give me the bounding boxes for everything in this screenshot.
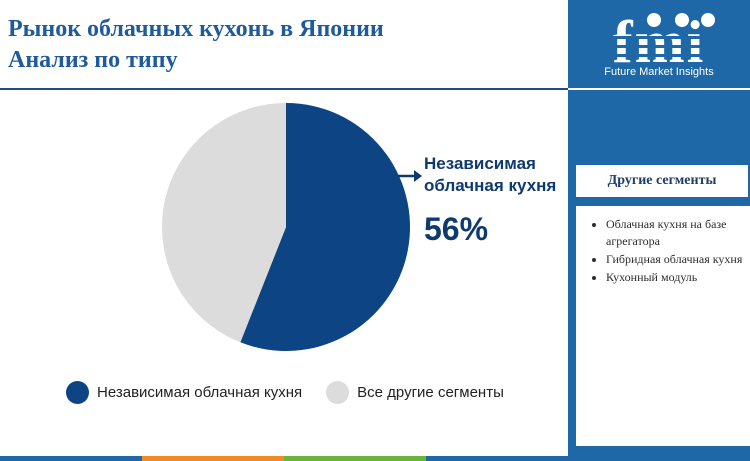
legend-swatch-independent — [66, 381, 89, 404]
pie-chart — [161, 103, 422, 351]
pie-slice-others — [161, 103, 286, 343]
segment-item: Гибридная облачная кухня — [592, 252, 743, 266]
legend-swatch-others — [326, 381, 350, 404]
logo-caption: Future Market Insights — [604, 66, 714, 78]
website-url[interactable]: www.futuremarketinsights.com — [584, 434, 734, 446]
callout-label: Независимая облачная кухня — [424, 154, 557, 195]
bottom-color-bar — [0, 456, 568, 461]
segments-title: Другие сегменты — [607, 173, 717, 188]
callout-percentage: 56% — [424, 211, 489, 247]
pie-slice-independent — [240, 103, 410, 351]
legend-label-others: Все другие сегменты — [357, 384, 504, 401]
chart-subtitle: Анализ по типу — [8, 47, 178, 73]
legend-label-independent: Независимая облачная кухня — [97, 384, 303, 401]
legend-item-others: Все другие сегменты — [326, 381, 504, 404]
fmi-logo: fmi — [596, 9, 722, 75]
legend-item-independent: Независимая облачная кухня — [66, 381, 302, 404]
segment-item: Кухонный модуль — [592, 269, 744, 286]
title-divider — [0, 88, 568, 90]
pie-slices — [161, 103, 410, 351]
callout-arrow — [398, 170, 422, 182]
segment-item: Облачная кухня на базе агрегатора — [592, 216, 744, 250]
title-block: Рынок облачных кухонь в Японии Анализ по… — [8, 14, 548, 76]
chart-title: Рынок облачных кухонь в Японии — [8, 16, 384, 42]
segments-header: Другие сегменты — [576, 165, 748, 197]
segments-list: Облачная кухня на базе агрегатора Гибрид… — [576, 206, 750, 446]
sidebar-divider — [568, 88, 750, 90]
chart-legend: Независимая облачная кухня Все другие се… — [66, 381, 528, 404]
